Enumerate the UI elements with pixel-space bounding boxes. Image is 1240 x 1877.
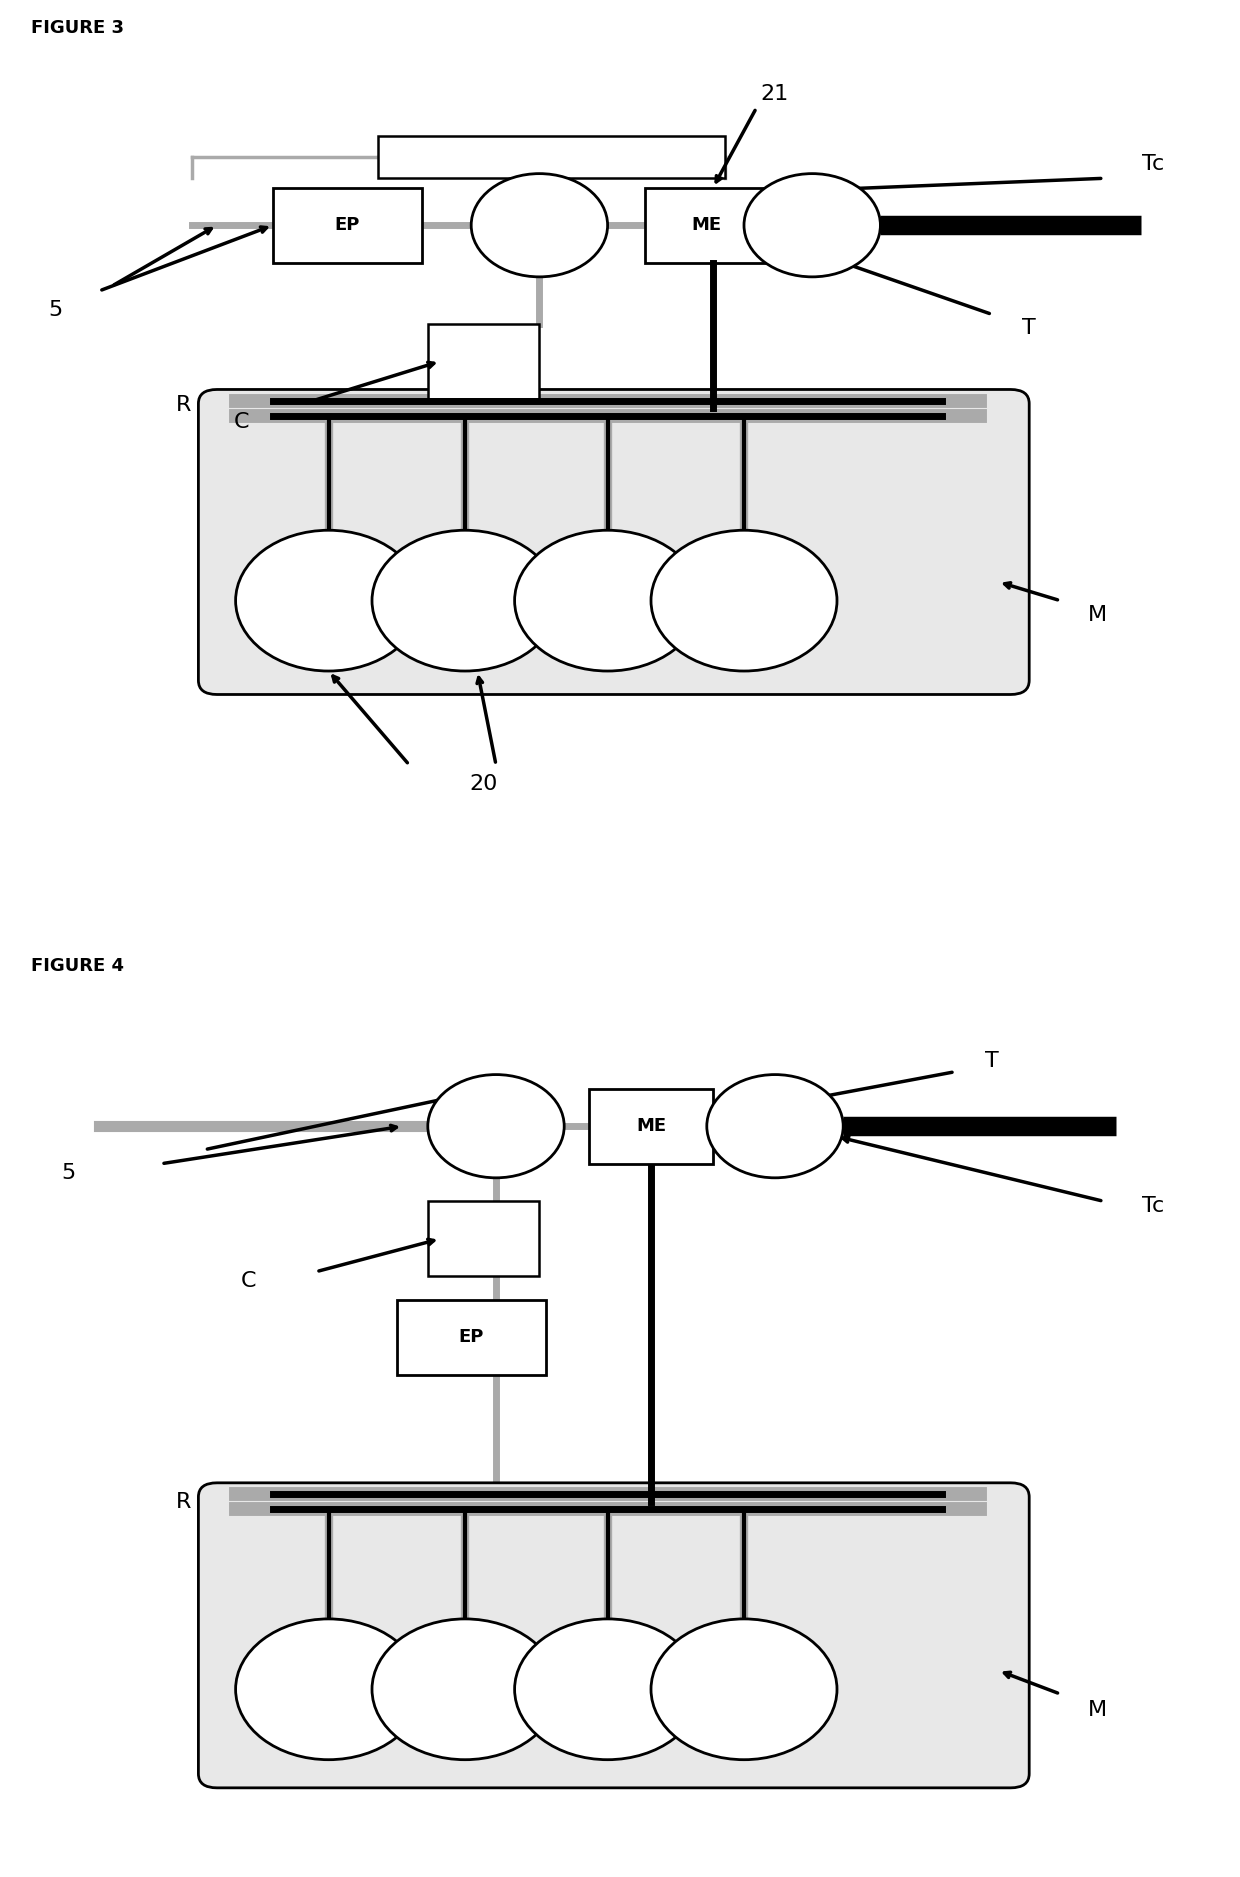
Circle shape bbox=[372, 1618, 558, 1761]
Circle shape bbox=[372, 529, 558, 672]
Text: 5: 5 bbox=[48, 300, 63, 319]
FancyBboxPatch shape bbox=[589, 1089, 713, 1164]
Circle shape bbox=[515, 529, 701, 672]
Text: FIGURE 3: FIGURE 3 bbox=[31, 19, 124, 38]
Text: Tc: Tc bbox=[1142, 154, 1164, 175]
FancyBboxPatch shape bbox=[198, 390, 1029, 694]
Text: 20: 20 bbox=[470, 773, 497, 794]
Text: 5: 5 bbox=[61, 1164, 76, 1183]
FancyBboxPatch shape bbox=[273, 188, 422, 263]
FancyBboxPatch shape bbox=[428, 1201, 539, 1276]
Text: 21: 21 bbox=[761, 84, 789, 103]
Text: T: T bbox=[985, 1051, 999, 1070]
Text: ME: ME bbox=[692, 216, 722, 235]
Text: M: M bbox=[1087, 604, 1107, 625]
Text: FIGURE 4: FIGURE 4 bbox=[31, 957, 124, 976]
Circle shape bbox=[471, 175, 608, 278]
Circle shape bbox=[428, 1074, 564, 1179]
Text: M: M bbox=[1087, 1701, 1107, 1719]
Text: R: R bbox=[176, 1492, 191, 1511]
Circle shape bbox=[744, 175, 880, 278]
Circle shape bbox=[236, 1618, 422, 1761]
FancyBboxPatch shape bbox=[397, 1299, 546, 1374]
Circle shape bbox=[236, 529, 422, 672]
Circle shape bbox=[707, 1074, 843, 1179]
FancyBboxPatch shape bbox=[645, 188, 769, 263]
Text: Tc: Tc bbox=[1142, 1196, 1164, 1216]
Text: T: T bbox=[1022, 319, 1037, 338]
FancyBboxPatch shape bbox=[378, 137, 725, 178]
Text: ME: ME bbox=[636, 1117, 666, 1136]
FancyBboxPatch shape bbox=[428, 325, 539, 400]
Text: EP: EP bbox=[335, 216, 360, 235]
Circle shape bbox=[515, 1618, 701, 1761]
Text: R: R bbox=[176, 396, 191, 415]
Text: C: C bbox=[234, 413, 249, 432]
Text: C: C bbox=[241, 1271, 255, 1291]
Circle shape bbox=[651, 529, 837, 672]
Text: EP: EP bbox=[459, 1329, 484, 1346]
Circle shape bbox=[651, 1618, 837, 1761]
FancyBboxPatch shape bbox=[198, 1483, 1029, 1787]
